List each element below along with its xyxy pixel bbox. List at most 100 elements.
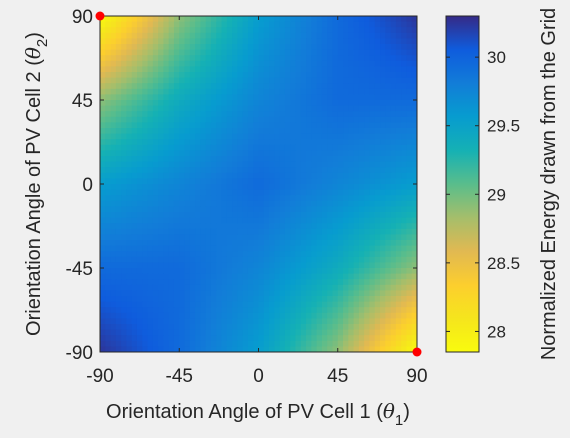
heatmap-cell	[242, 144, 249, 151]
heatmap-cell	[184, 128, 191, 135]
heatmap-cell	[168, 167, 175, 174]
heatmap-cell	[110, 150, 117, 157]
heatmap-cell	[290, 324, 297, 331]
heatmap-cell	[306, 172, 312, 179]
heatmap-cell	[168, 245, 175, 252]
heatmap-cell	[152, 178, 159, 185]
heatmap-cell	[147, 150, 154, 157]
heatmap-cell	[284, 189, 291, 196]
heatmap-cell	[290, 307, 297, 314]
heatmap-cell	[110, 251, 117, 258]
heatmap-cell	[258, 60, 265, 67]
heatmap-cell	[343, 44, 349, 51]
heatmap-cell	[284, 217, 291, 224]
heatmap-cell	[126, 279, 133, 286]
heatmap-cell	[311, 251, 318, 258]
heatmap-cell	[279, 55, 286, 62]
heatmap-cell	[136, 88, 143, 95]
heatmap-cell	[284, 100, 291, 107]
heatmap-cell	[369, 116, 376, 123]
heatmap-cell	[374, 189, 381, 196]
heatmap-cell	[364, 38, 371, 45]
heatmap-cell	[158, 161, 164, 168]
heatmap-cell	[321, 144, 328, 151]
heatmap-cell	[221, 100, 228, 107]
heatmap-cell	[253, 172, 260, 179]
heatmap-cell	[369, 77, 376, 84]
heatmap-cell	[121, 16, 128, 23]
heatmap-cell	[237, 240, 244, 247]
heatmap-cell	[348, 195, 355, 202]
heatmap-cell	[395, 161, 402, 168]
heatmap-cell	[221, 49, 228, 56]
heatmap-cell	[263, 111, 270, 118]
heatmap-cell	[126, 44, 133, 51]
heatmap-cell	[311, 195, 318, 202]
heatmap-cell	[179, 161, 186, 168]
heatmap-cell	[226, 329, 233, 336]
heatmap-cell	[115, 49, 122, 56]
heatmap-cell	[274, 256, 281, 263]
heatmap-cell	[168, 150, 175, 157]
heatmap-cell	[205, 324, 212, 331]
heatmap-cell	[152, 290, 159, 297]
heatmap-cell	[395, 307, 402, 314]
heatmap-cell	[121, 307, 128, 314]
heatmap-cell	[411, 251, 417, 258]
heatmap-cell	[253, 312, 260, 319]
heatmap-cell	[390, 228, 397, 235]
heatmap-cell	[232, 256, 238, 263]
heatmap-cell	[100, 296, 106, 303]
heatmap-cell	[100, 234, 106, 241]
heatmap-cell	[411, 301, 417, 308]
heatmap-cell	[121, 128, 128, 135]
heatmap-cell	[348, 340, 355, 347]
heatmap-cell	[263, 290, 270, 297]
heatmap-cell	[121, 100, 128, 107]
heatmap-cell	[263, 217, 270, 224]
heatmap-cell	[327, 21, 334, 28]
heatmap-cell	[100, 72, 106, 79]
heatmap-cell	[121, 256, 128, 263]
heatmap-cell	[147, 279, 154, 286]
heatmap-cell	[332, 83, 339, 90]
heatmap-cell	[195, 346, 201, 352]
heatmap-cell	[100, 116, 106, 123]
heatmap-cell	[306, 27, 312, 34]
heatmap-cell	[364, 21, 371, 28]
heatmap-cell	[237, 111, 244, 118]
heatmap-cell	[311, 94, 318, 101]
heatmap-cell	[401, 156, 408, 163]
x-axis-ticks: -90 -45 0 45 90	[86, 16, 428, 387]
heatmap-cell	[316, 111, 323, 118]
heatmap-cell	[131, 105, 138, 112]
heatmap-cell	[110, 340, 117, 347]
heatmap-cell	[115, 38, 122, 45]
heatmap-cell	[242, 16, 249, 23]
heatmap-cell	[258, 290, 265, 297]
heatmap-cell	[279, 122, 286, 129]
heatmap-cell	[263, 38, 270, 45]
heatmap-cell	[401, 144, 408, 151]
heatmap-cell	[321, 318, 328, 325]
heatmap-cell	[401, 189, 408, 196]
heatmap-cell	[316, 16, 323, 23]
heatmap-cell	[200, 262, 207, 269]
heatmap-cell	[263, 335, 270, 342]
heatmap-cell	[210, 144, 217, 151]
heatmap-cell	[411, 206, 417, 213]
heatmap-cell	[184, 72, 191, 79]
heatmap-cell	[274, 195, 281, 202]
heatmap-cell	[189, 212, 196, 219]
heatmap-cell	[126, 60, 133, 67]
heatmap-cell	[263, 32, 270, 39]
heatmap-cell	[337, 27, 344, 34]
heatmap-cell	[210, 88, 217, 95]
heatmap-cell	[258, 212, 265, 219]
heatmap-cell	[332, 156, 339, 163]
heatmap-cell	[369, 212, 376, 219]
heatmap-cell	[105, 234, 112, 241]
heatmap-cell	[374, 44, 381, 51]
heatmap-cell	[263, 324, 270, 331]
heatmap-cell	[390, 301, 397, 308]
